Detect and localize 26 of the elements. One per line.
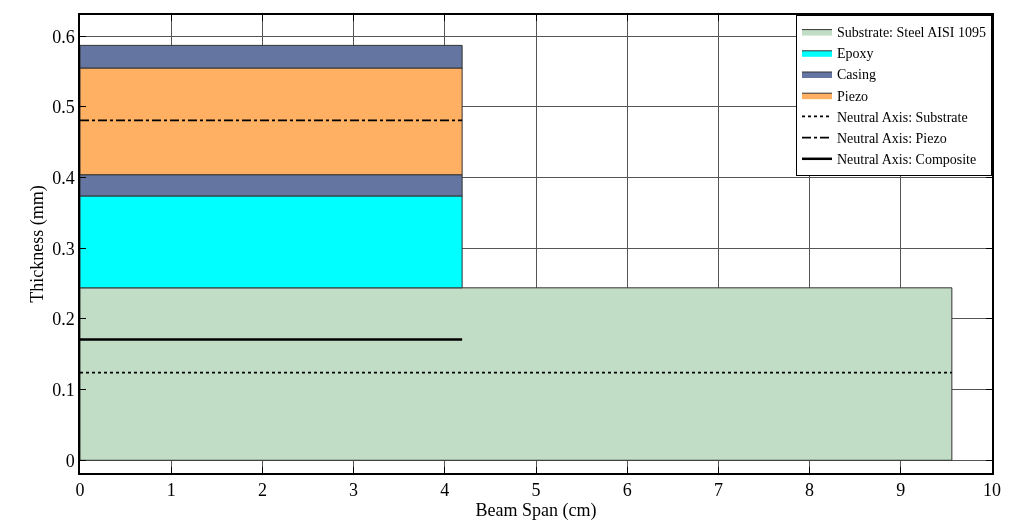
legend-label: Neutral Axis: Substrate [837, 109, 968, 125]
y-tick-label: 0.6 [52, 26, 75, 47]
x-tick-label: 8 [805, 480, 815, 501]
x-tick-label: 3 [349, 480, 359, 501]
y-tick-label: 0.3 [52, 238, 75, 259]
x-tick-label: 5 [531, 480, 541, 501]
y-tick-label: 0.1 [52, 379, 75, 400]
legend-label: Neutral Axis: Piezo [837, 131, 947, 147]
y-tick-label: 0.5 [52, 97, 75, 118]
x-tick-label: 4 [440, 480, 450, 501]
x-tick-label: 6 [622, 480, 632, 501]
x-tick-label: 10 [983, 480, 1001, 501]
y-axis-title: Thickness (mm) [26, 185, 48, 303]
x-tick-label: 7 [713, 480, 723, 501]
x-tick-label: 2 [257, 480, 267, 501]
x-tick-label: 9 [896, 480, 906, 501]
x-axis-title: Beam Span (cm) [475, 500, 597, 522]
legend-label: Casing [837, 67, 876, 83]
y-tick-label: 0.4 [52, 167, 75, 188]
y-tick-label: 0.2 [52, 309, 75, 330]
legend-label: Neutral Axis: Composite [837, 152, 977, 168]
x-tick-label: 1 [166, 480, 176, 501]
legend-label: Epoxy [837, 46, 874, 62]
legend-label: Substrate: Steel AISI 1095 [837, 25, 986, 41]
y-tick-label: 0 [65, 450, 75, 471]
legend-label: Piezo [837, 88, 869, 104]
